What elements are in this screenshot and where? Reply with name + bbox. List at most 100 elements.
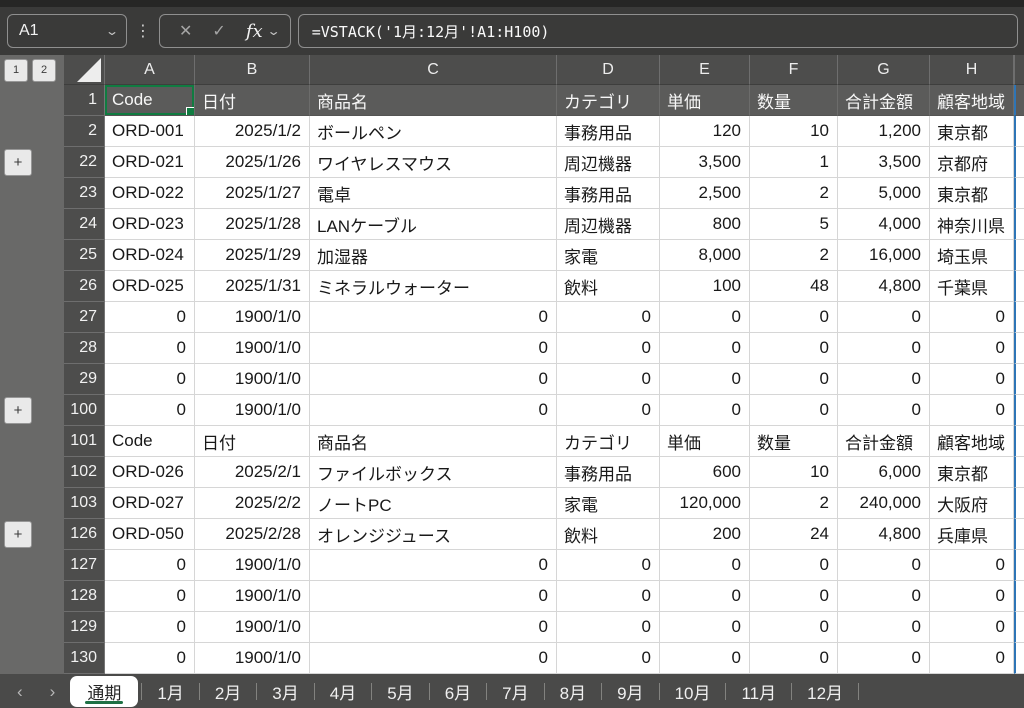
sheet-tab-10[interactable]: 10月 xyxy=(674,683,711,703)
cell-C27[interactable]: 0 xyxy=(310,302,557,333)
cell-H24[interactable]: 神奈川県 xyxy=(930,209,1014,240)
row-header-101[interactable]: 101 xyxy=(64,426,105,457)
cell-B2[interactable]: 2025/1/2 xyxy=(195,116,310,147)
cell-D24[interactable]: 周辺機器 xyxy=(557,209,660,240)
sheet-tab-7[interactable]: 7月 xyxy=(502,683,529,703)
cell-D102[interactable]: 事務用品 xyxy=(557,457,660,488)
row-header-2[interactable]: 2 xyxy=(64,116,105,147)
column-header-F[interactable]: F xyxy=(750,55,838,85)
row-header-1[interactable]: 1 xyxy=(64,85,105,116)
cell-C26[interactable]: ミネラルウォーター xyxy=(310,271,557,302)
row-header-29[interactable]: 29 xyxy=(64,364,105,395)
cell-C22[interactable]: ワイヤレスマウス xyxy=(310,147,557,178)
cell-A26[interactable]: ORD-025 xyxy=(105,271,195,302)
cell-F128[interactable]: 0 xyxy=(750,581,838,612)
cell-D23[interactable]: 事務用品 xyxy=(557,178,660,209)
sheet-tab-1[interactable]: 1月 xyxy=(157,683,184,703)
row-header-130[interactable]: 130 xyxy=(64,643,105,674)
formula-input[interactable]: =VSTACK('1月:12月'!A1:H100) xyxy=(297,14,1018,48)
cell-E1[interactable]: 単価 xyxy=(660,85,750,116)
cell-C127[interactable]: 0 xyxy=(310,550,557,581)
outline-expand-button[interactable]: + xyxy=(4,149,32,176)
cell-B128[interactable]: 1900/1/0 xyxy=(195,581,310,612)
chevron-down-icon[interactable]: ⌄ xyxy=(266,24,281,38)
cell-E27[interactable]: 0 xyxy=(660,302,750,333)
cell-E126[interactable]: 200 xyxy=(660,519,750,550)
cell-E23[interactable]: 2,500 xyxy=(660,178,750,209)
cell-G28[interactable]: 0 xyxy=(838,333,930,364)
cell-E101[interactable]: 単価 xyxy=(660,426,750,457)
cell-G2[interactable]: 1,200 xyxy=(838,116,930,147)
cell-A126[interactable]: ORD-050 xyxy=(105,519,195,550)
cell-E2[interactable]: 120 xyxy=(660,116,750,147)
cell-H129[interactable]: 0 xyxy=(930,612,1014,643)
cell-F126[interactable]: 24 xyxy=(750,519,838,550)
cell-D129[interactable]: 0 xyxy=(557,612,660,643)
cell-A1[interactable]: Code xyxy=(105,85,195,116)
column-header-A[interactable]: A xyxy=(105,55,195,85)
cell-C103[interactable]: ノートPC xyxy=(310,488,557,519)
cell-A101[interactable]: Code xyxy=(105,426,195,457)
cell-A102[interactable]: ORD-026 xyxy=(105,457,195,488)
sheet-tab-6[interactable]: 6月 xyxy=(444,683,472,703)
insert-function-icon[interactable]: fx xyxy=(245,20,263,42)
cell-H25[interactable]: 埼玉県 xyxy=(930,240,1014,271)
cell-A103[interactable]: ORD-027 xyxy=(105,488,195,519)
cell-E102[interactable]: 600 xyxy=(660,457,750,488)
chevron-down-icon[interactable]: ⌄ xyxy=(104,24,120,38)
partial-cell[interactable] xyxy=(1014,395,1024,426)
cell-F25[interactable]: 2 xyxy=(750,240,838,271)
row-header-102[interactable]: 102 xyxy=(64,457,105,488)
cell-D22[interactable]: 周辺機器 xyxy=(557,147,660,178)
cell-B102[interactable]: 2025/2/1 xyxy=(195,457,310,488)
cell-G29[interactable]: 0 xyxy=(838,364,930,395)
column-header-E[interactable]: E xyxy=(660,55,750,85)
cell-A100[interactable]: 0 xyxy=(105,395,195,426)
cell-C126[interactable]: オレンジジュース xyxy=(310,519,557,550)
row-header-103[interactable]: 103 xyxy=(64,488,105,519)
cell-A23[interactable]: ORD-022 xyxy=(105,178,195,209)
cell-E26[interactable]: 100 xyxy=(660,271,750,302)
cell-D126[interactable]: 飲料 xyxy=(557,519,660,550)
cell-B27[interactable]: 1900/1/0 xyxy=(195,302,310,333)
partial-cell[interactable] xyxy=(1014,116,1024,147)
cell-A22[interactable]: ORD-021 xyxy=(105,147,195,178)
cell-F127[interactable]: 0 xyxy=(750,550,838,581)
sheet-tab-4[interactable]: 4月 xyxy=(329,683,357,703)
select-all-button[interactable] xyxy=(64,55,105,85)
partial-cell[interactable] xyxy=(1014,488,1024,519)
cell-F100[interactable]: 0 xyxy=(750,395,838,426)
cell-F29[interactable]: 0 xyxy=(750,364,838,395)
partial-cell[interactable] xyxy=(1014,271,1024,302)
cell-F102[interactable]: 10 xyxy=(750,457,838,488)
cell-E127[interactable]: 0 xyxy=(660,550,750,581)
cell-G1[interactable]: 合計金額 xyxy=(838,85,930,116)
cell-E29[interactable]: 0 xyxy=(660,364,750,395)
partial-cell[interactable] xyxy=(1014,209,1024,240)
cell-D2[interactable]: 事務用品 xyxy=(557,116,660,147)
cell-E103[interactable]: 120,000 xyxy=(660,488,750,519)
cell-B101[interactable]: 日付 xyxy=(195,426,310,457)
cell-D25[interactable]: 家電 xyxy=(557,240,660,271)
cell-G25[interactable]: 16,000 xyxy=(838,240,930,271)
cell-H127[interactable]: 0 xyxy=(930,550,1014,581)
cell-H100[interactable]: 0 xyxy=(930,395,1014,426)
cell-A27[interactable]: 0 xyxy=(105,302,195,333)
cell-C28[interactable]: 0 xyxy=(310,333,557,364)
sheet-tab-2[interactable]: 2月 xyxy=(214,683,242,703)
column-header-G[interactable]: G xyxy=(838,55,930,85)
cell-G27[interactable]: 0 xyxy=(838,302,930,333)
cell-B103[interactable]: 2025/2/2 xyxy=(195,488,310,519)
cell-A130[interactable]: 0 xyxy=(105,643,195,674)
outline-level-2-button[interactable]: 2 xyxy=(32,58,56,82)
cell-G129[interactable]: 0 xyxy=(838,612,930,643)
cell-F129[interactable]: 0 xyxy=(750,612,838,643)
cell-B100[interactable]: 1900/1/0 xyxy=(195,395,310,426)
cell-F26[interactable]: 48 xyxy=(750,271,838,302)
row-header-27[interactable]: 27 xyxy=(64,302,105,333)
sheet-tab-5[interactable]: 5月 xyxy=(387,683,414,703)
cell-H101[interactable]: 顧客地域 xyxy=(930,426,1014,457)
outline-level-1-button[interactable]: 1 xyxy=(4,58,28,82)
cell-C101[interactable]: 商品名 xyxy=(310,426,557,457)
cell-G26[interactable]: 4,800 xyxy=(838,271,930,302)
